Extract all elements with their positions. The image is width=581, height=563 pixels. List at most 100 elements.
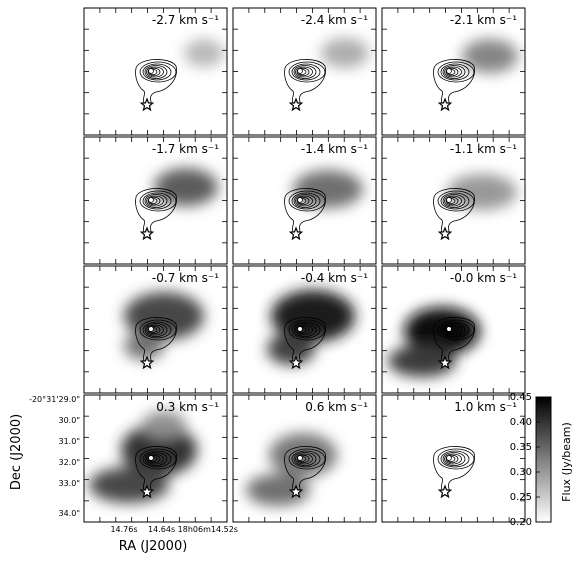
velocity-label: -0.7 km s⁻¹: [152, 271, 219, 285]
y-tick-label: 34.0": [59, 509, 81, 518]
colorbar-tick-label: 0.25: [510, 492, 532, 503]
contour-level: [445, 325, 459, 335]
continuum-contours: [433, 59, 475, 107]
x-tick-label: 14.64s 18h06m14.52s: [148, 525, 238, 534]
panel-ticks: [233, 137, 376, 264]
star-icon: [437, 484, 453, 499]
continuum-contours: [433, 446, 475, 494]
velocity-label: -1.4 km s⁻¹: [301, 142, 368, 156]
ra-dec-tick-labels: -20°31'29.0" 30.0" 31.0" 32.0" 33.0" 34.…: [29, 395, 238, 534]
continuum-contours: [284, 188, 326, 236]
contour-level: [444, 453, 462, 465]
velocity-label: -2.1 km s⁻¹: [450, 13, 517, 27]
y-tick-label: 33.0": [59, 479, 81, 488]
panel-ticks: [382, 137, 525, 264]
contour-outer: [284, 446, 326, 494]
panel-ticks: [84, 395, 227, 522]
contour-level: [445, 454, 459, 464]
contour-level: [142, 192, 172, 210]
emission-blob: [121, 424, 197, 476]
star-icon: [288, 484, 304, 499]
contour-level: [139, 190, 177, 212]
source-marker: [446, 68, 452, 74]
panel-frame: [381, 7, 526, 136]
contour-level: [444, 66, 462, 78]
contour-level: [147, 454, 161, 464]
source-marker: [297, 197, 303, 203]
channel-panel: 0.6 km s⁻¹: [232, 394, 377, 523]
panel-frame: [83, 7, 228, 136]
panel-frame: [83, 394, 228, 523]
source-marker: [446, 326, 452, 332]
colorbar-tick-label: 0.40: [510, 417, 532, 428]
panel-ticks: [382, 395, 525, 522]
source-marker: [148, 68, 154, 74]
source-marker: [297, 455, 303, 461]
contour-level: [437, 61, 475, 83]
contour-level: [146, 66, 164, 78]
panel-ticks: [84, 8, 227, 135]
velocity-label: 0.3 km s⁻¹: [156, 400, 219, 414]
panel-frame: [232, 7, 377, 136]
contour-level: [139, 61, 177, 83]
continuum-contours: [284, 59, 326, 107]
contour-level: [296, 325, 310, 335]
contour-level: [147, 325, 161, 335]
contour-level: [442, 323, 466, 337]
contour-level: [437, 319, 475, 341]
channel-panel: -2.7 km s⁻¹: [83, 7, 228, 136]
contour-outer: [433, 317, 475, 365]
contour-level: [288, 319, 326, 341]
source-marker: [148, 197, 154, 203]
continuum-contours: [135, 188, 177, 236]
panel-background: [382, 8, 525, 135]
panel-background: [233, 8, 376, 135]
contour-level: [296, 454, 310, 464]
contour-level: [445, 67, 459, 77]
x-tick-label: 14.76s: [110, 525, 137, 534]
continuum-contours: [433, 317, 475, 365]
channel-panel: -1.1 km s⁻¹: [381, 136, 526, 265]
channel-panel: -0.7 km s⁻¹: [83, 265, 228, 394]
contour-level: [295, 195, 313, 207]
emission-blob: [124, 292, 204, 340]
contour-level: [444, 324, 462, 336]
continuum-contours: [135, 317, 177, 365]
star-icon: [437, 355, 453, 370]
panel-frame: [381, 265, 526, 394]
channel-panel: -0.0 km s⁻¹: [381, 265, 526, 394]
velocity-label: 1.0 km s⁻¹: [454, 400, 517, 414]
colorbar-label: Flux (Jy/beam): [560, 422, 573, 502]
emission-blob: [388, 345, 456, 377]
channel-panel: -0.4 km s⁻¹: [232, 265, 377, 394]
contour-level: [142, 450, 172, 468]
contour-outer: [135, 317, 177, 365]
star-icon: [288, 355, 304, 370]
velocity-label: -1.1 km s⁻¹: [450, 142, 517, 156]
x-axis-label: RA (J2000): [119, 539, 188, 554]
contour-level: [442, 194, 466, 208]
contour-level: [440, 63, 470, 81]
contour-level: [144, 65, 168, 79]
contour-level: [442, 65, 466, 79]
contour-level: [139, 448, 177, 470]
contour-level: [146, 453, 164, 465]
star-icon: [437, 226, 453, 241]
contour-level: [437, 448, 475, 470]
contour-level: [445, 196, 459, 206]
contour-level: [147, 67, 161, 77]
contour-outer: [135, 188, 177, 236]
contour-level: [293, 452, 317, 466]
channel-panel: -1.7 km s⁻¹: [83, 136, 228, 265]
star-icon: [139, 97, 155, 112]
colorbar-tick-label: 0.20: [510, 517, 532, 528]
panel-ticks: [84, 266, 227, 393]
panel-frame: [232, 265, 377, 394]
contour-level: [293, 194, 317, 208]
contour-level: [295, 66, 313, 78]
velocity-label: -0.0 km s⁻¹: [450, 271, 517, 285]
star-icon: [139, 355, 155, 370]
continuum-contours: [135, 59, 177, 107]
emission-blob: [246, 474, 310, 506]
emission-blob: [124, 332, 164, 360]
